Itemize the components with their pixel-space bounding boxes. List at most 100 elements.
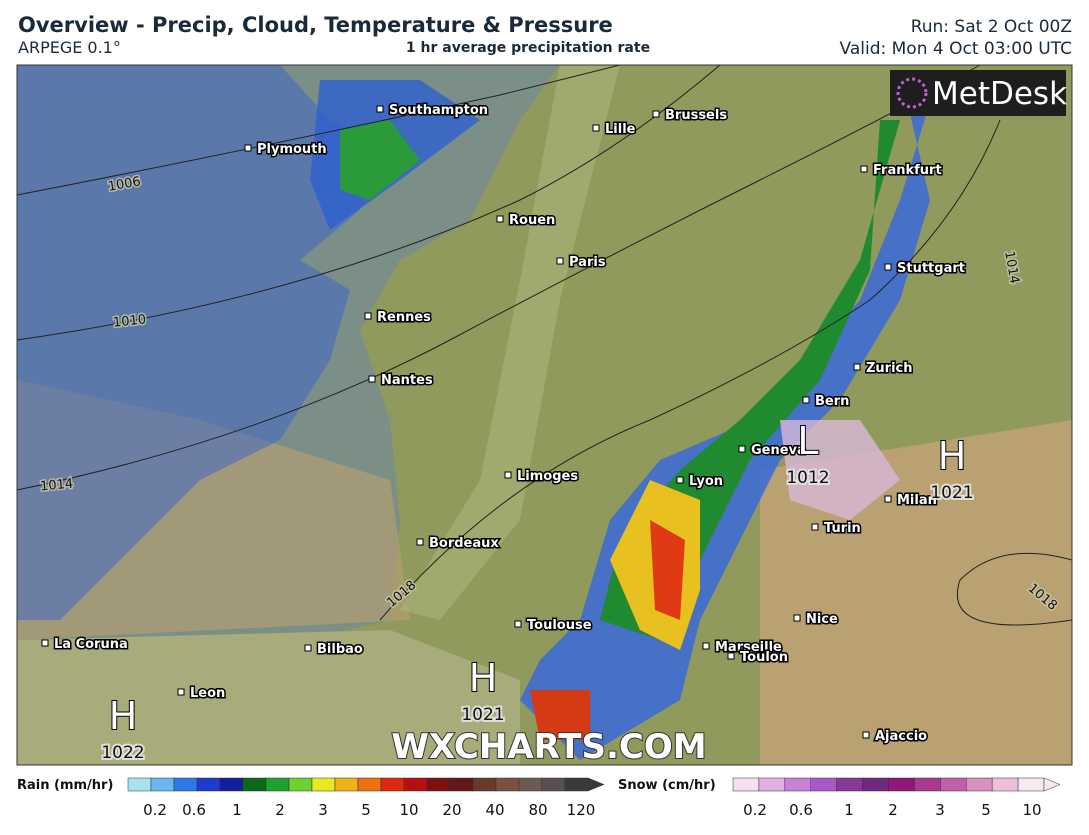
legend-arrow [587, 777, 605, 792]
rain-area [340, 120, 420, 200]
city-dot [376, 105, 384, 113]
city-dot [364, 312, 372, 320]
city-dot [727, 652, 735, 660]
city-dot [416, 538, 424, 546]
city-dot [793, 614, 801, 622]
city-dot [514, 620, 522, 628]
legend-tick-label: 3 [318, 801, 328, 819]
legend-tick-label: 2 [888, 801, 898, 819]
legend-swatch [196, 777, 221, 792]
legend-swatch [836, 777, 863, 792]
legend-swatch [150, 777, 175, 792]
legend-swatch [810, 777, 837, 792]
legend-tick-label: 10 [399, 801, 418, 819]
legend-tick-label: 5 [361, 801, 371, 819]
legend-swatch [127, 777, 152, 792]
logo-icon [896, 77, 928, 109]
city-label: Marseille [715, 640, 782, 655]
city-dot [304, 644, 312, 652]
legend-tick-label: 0.6 [182, 801, 206, 819]
city-dot [738, 445, 746, 453]
city-label: Frankfurt [873, 163, 942, 178]
isobars [17, 65, 1072, 626]
subtitle: 1 hr average precipitation rate [406, 40, 650, 56]
city-label: Plymouth [257, 142, 327, 157]
city-label: Zurich [866, 361, 913, 376]
legend-swatch [564, 777, 589, 792]
legend-swatch [173, 777, 198, 792]
city-label: Rouen [509, 213, 555, 228]
legend-swatch [518, 777, 543, 792]
overlay: Southampton Plymouth Lille Brussels Frankfur… [38, 102, 1061, 766]
city-dot [884, 263, 892, 271]
legend-swatch [334, 777, 359, 792]
legend-tick-label: 40 [485, 801, 504, 819]
city-label: Bordeaux [429, 536, 499, 551]
legend-swatch [758, 777, 786, 792]
legend-swatch [380, 777, 405, 792]
cloud-band [400, 65, 620, 620]
legend-swatch [288, 777, 313, 792]
legend-swatch [991, 777, 1019, 792]
city-label: Paris [569, 255, 606, 270]
isobar [379, 119, 1001, 621]
legend-swatch [311, 777, 336, 792]
city-label: La Coruna [54, 637, 128, 652]
city-label: Limoges [517, 469, 578, 484]
isobar-label: 1014 [1001, 250, 1022, 285]
pressure-center-letter: L [797, 419, 818, 463]
legend-tick-label: 2 [275, 801, 285, 819]
legend-swatch [495, 777, 520, 792]
legend-swatch [888, 777, 915, 792]
heavy-rain [530, 690, 590, 740]
watermark: WXCHARTS.COM [391, 727, 706, 767]
pressure-center-value: 1022 [101, 743, 144, 763]
legend-tick-label: 120 [567, 801, 596, 819]
city-label: Nantes [381, 373, 433, 388]
legend-tick-label: 1 [844, 801, 854, 819]
legend-swatch [914, 777, 941, 792]
valid-time: Valid: Mon 4 Oct 03:00 UTC [840, 39, 1072, 59]
model: ARPEGE 0.1° [18, 38, 121, 57]
city-dot [556, 257, 564, 265]
city-dot [811, 523, 819, 531]
legends: 0.2 0.6 1 2 3 5 10 20 40 80 120 0.2 0.6 1 2 3 5 10 [127, 777, 1061, 819]
pressure-center-letter: H [938, 434, 967, 478]
legend-swatch [1017, 777, 1045, 792]
rain-legend-title: Rain (mm/hr) [17, 778, 113, 793]
city-label: Leon [190, 686, 225, 701]
city-dot [592, 124, 600, 132]
pressure-center-value: 1021 [461, 705, 504, 725]
isobar-label: 1010 [112, 312, 146, 330]
isobar [956, 552, 1072, 626]
isobar-label: 1014 [40, 477, 74, 495]
city-dot [496, 215, 504, 223]
city-label: Toulouse [527, 618, 592, 633]
snow-legend-title: Snow (cm/hr) [618, 778, 716, 793]
legend-swatch [426, 777, 451, 792]
legend-swatch [541, 777, 566, 792]
legend-tick-label: 3 [935, 801, 945, 819]
city-label: Geneva [751, 443, 806, 458]
heavy-rain-core [650, 520, 685, 620]
legend-tick-label: 20 [442, 801, 461, 819]
map-frame [16, 64, 1073, 766]
isobar [17, 65, 621, 196]
isobar [17, 65, 981, 491]
city-label: Lyon [689, 474, 723, 489]
legend-tick-label: 0.6 [789, 801, 813, 819]
legend-swatch [472, 777, 497, 792]
city-label: Stuttgart [897, 261, 965, 276]
logo-box [890, 70, 1066, 116]
city-label: Milan [897, 493, 937, 508]
legend-swatch [862, 777, 889, 792]
city-dot [368, 375, 376, 383]
iberia [17, 630, 520, 765]
city-dot [702, 642, 710, 650]
run-time: Run: Sat 2 Oct 00Z [911, 17, 1072, 37]
legend-tick-label: 0.2 [143, 801, 167, 819]
city-dot [853, 363, 861, 371]
city-label: Turin [824, 521, 861, 536]
pressure-center-value: 1021 [930, 483, 973, 503]
